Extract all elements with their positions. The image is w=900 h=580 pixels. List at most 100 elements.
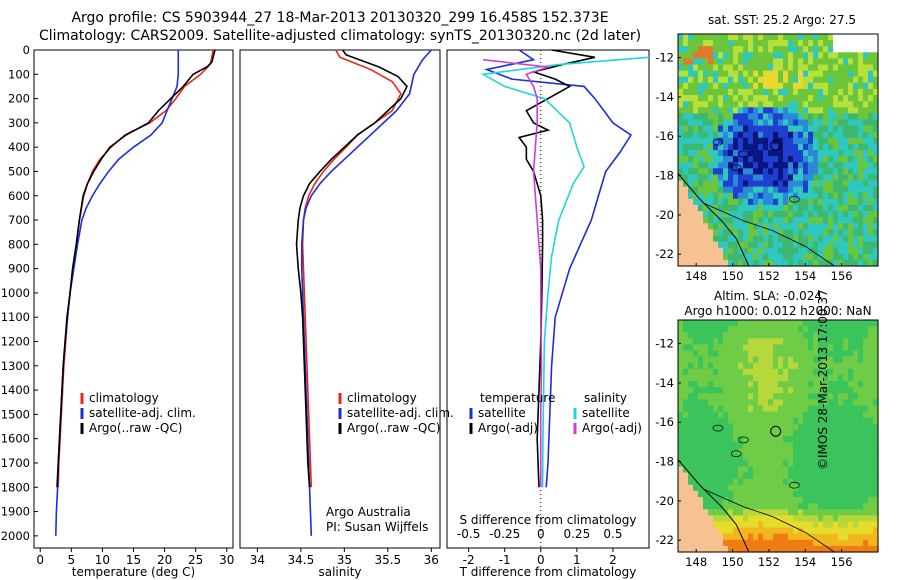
sst-map-cell (723, 119, 729, 127)
sla-map-cell (778, 338, 784, 345)
sst-map-cell (703, 150, 709, 157)
sla-map-cell (683, 454, 689, 461)
sla-map-cell (858, 442, 864, 449)
sla-map-cell (738, 387, 744, 394)
sla-map-cell (738, 478, 744, 486)
sst-map-cell (853, 168, 859, 175)
sla-map-cell (823, 417, 829, 425)
sla-map-lat-tick-label-3: -18 (655, 455, 674, 469)
sst-map-cell (778, 125, 784, 133)
sla-map-cell (843, 454, 849, 461)
sla-map-cell (788, 411, 794, 419)
sst-map-cell (738, 88, 744, 96)
sst-map-cell (758, 229, 764, 237)
sst-map-cell (823, 229, 829, 237)
sla-map-cell (858, 393, 864, 400)
sst-map-cell (873, 76, 879, 84)
sla-map-cell (838, 490, 844, 498)
sla-map-cell (753, 423, 759, 431)
sst-map-cell (868, 162, 874, 169)
sla-map-cell (793, 521, 799, 529)
sst-map-cell (813, 241, 819, 249)
sla-map-cell (743, 387, 749, 394)
sst-map-cell (873, 150, 879, 157)
sst-map-cell (798, 229, 804, 237)
sst-map-cell (778, 186, 784, 194)
sla-map-cell (768, 417, 774, 425)
sla-map-cell (678, 393, 684, 400)
sst-map-cell (748, 223, 754, 230)
sla-map-cell (838, 362, 844, 370)
sla-map-cell (693, 454, 699, 461)
sst-map-cell (688, 259, 694, 267)
sla-map-cell (823, 478, 829, 486)
sst-map-cell (793, 34, 799, 41)
sst-map-cell (738, 174, 744, 182)
sst-map-cell (688, 88, 694, 96)
sla-map-cell (708, 466, 714, 474)
sla-map-cell (738, 368, 744, 376)
sst-map-cell (813, 229, 819, 237)
sla-map-cell (813, 423, 819, 431)
sla-map-cell (763, 338, 769, 345)
sst-map-cell (828, 82, 834, 90)
sla-map-cell (838, 381, 844, 388)
sst-map-cell (768, 88, 774, 96)
sst-map-cell (698, 64, 704, 72)
sst-map-cell (823, 131, 829, 139)
sst-map-cell (868, 34, 874, 41)
sla-map-cell (873, 515, 879, 523)
sla-map-cell (723, 393, 729, 400)
sst-map-cell (823, 198, 829, 206)
sla-map-cell (683, 503, 689, 510)
sst-map-cell (843, 168, 849, 175)
sst-map-reef-outline-2 (730, 164, 742, 172)
sst-map-cell (773, 34, 779, 41)
sla-map-cell (823, 527, 829, 535)
sla-map-cell (783, 381, 789, 388)
sla-map-cell (693, 490, 699, 498)
sla-map-cell (793, 454, 799, 461)
sst-map-cell (803, 107, 809, 114)
sst-map-cell (743, 174, 749, 182)
sla-map-cell (798, 423, 804, 431)
sla-map-cell (788, 320, 794, 327)
sla-map-cell (778, 436, 784, 443)
sla-map-cell (818, 411, 824, 419)
sla-map-cell (848, 472, 854, 480)
sst-map-cell (818, 137, 824, 145)
sst-map-cell (843, 125, 849, 133)
sst-map-cell (853, 143, 859, 151)
sla-map-cell (728, 332, 734, 339)
sla-map-cell (693, 326, 699, 333)
sst-map-cell (718, 259, 724, 267)
sst-map-cell (708, 119, 714, 127)
sla-map-cell (868, 460, 874, 468)
sst-map-cell (873, 70, 879, 78)
sla-map-cell (873, 344, 879, 352)
sst-map-cell (718, 223, 724, 230)
sst-map-cell (773, 95, 779, 102)
sla-map-cell (788, 545, 794, 553)
sla-map-cell (808, 533, 814, 541)
sla-map-cell (703, 484, 709, 492)
sst-map-cell (748, 198, 754, 206)
sla-map-cell (773, 509, 779, 516)
sst-map-cell (813, 168, 819, 175)
sla-map-cell (693, 515, 699, 523)
sla-map-cell (788, 478, 794, 486)
sst-map-cell (833, 162, 839, 169)
sla-map-cell (738, 332, 744, 339)
sst-map-cell (748, 119, 754, 127)
sst-map-cell (838, 52, 844, 59)
sst-map-cell (703, 46, 709, 53)
sst-map-cell (703, 259, 709, 267)
sst-map-cell (793, 174, 799, 182)
sst-map-cell (833, 34, 839, 41)
sst-map-cell (798, 150, 804, 157)
sla-map-cell (753, 356, 759, 364)
sla-map-cell (813, 448, 819, 455)
sla-map-cell (703, 356, 709, 364)
sla-map-cell (708, 362, 714, 370)
salinity-axis-label: salinity (318, 565, 361, 579)
